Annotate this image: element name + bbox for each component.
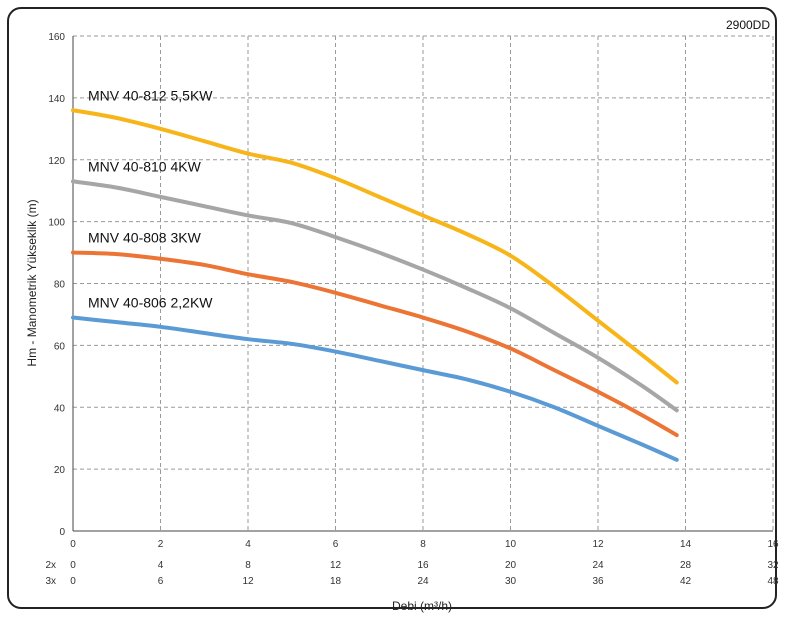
x-tick-label: 0 [70, 576, 76, 587]
x-tick-label: 48 [767, 576, 779, 587]
y-tick-label: 60 [54, 341, 66, 352]
speed-badge: 2900DD [726, 18, 770, 32]
x-tick-label: 24 [592, 560, 604, 571]
x-tick-label: 16 [417, 560, 429, 571]
x-tick-label: 14 [680, 539, 692, 550]
x-tick-label: 24 [417, 576, 429, 587]
series-label: MNV 40-810 4KW [88, 158, 202, 174]
series-line [71, 108, 679, 385]
series-line [71, 179, 679, 413]
x-row-multiplier-label: 2x [45, 560, 56, 571]
x-tick-label: 4 [158, 560, 164, 571]
x-tick-label: 16 [767, 539, 779, 550]
y-axis-title: Hm - Manometrik Yükseklik (m) [25, 199, 39, 366]
y-tick-label: 160 [48, 32, 65, 43]
x-tick-label: 12 [242, 576, 254, 587]
y-tick-label: 120 [48, 156, 65, 167]
x-tick-label: 0 [70, 539, 76, 550]
series-line [71, 250, 679, 438]
x-tick-label: 36 [592, 576, 604, 587]
series-label: MNV 40-812 5,5KW [88, 87, 213, 103]
x-tick-label: 20 [505, 560, 517, 571]
x-tick-label: 12 [592, 539, 604, 550]
x-tick-label: 32 [767, 560, 779, 571]
series-line [71, 315, 679, 462]
y-tick-label: 100 [48, 218, 65, 229]
series-labels: MNV 40-812 5,5KW MNV 40-810 4KW MNV 40-808… [88, 87, 213, 310]
x-tick-label: 10 [505, 539, 517, 550]
grid [73, 35, 774, 531]
x-tick-label: 12 [330, 560, 342, 571]
x-tick-label: 42 [680, 576, 692, 587]
x-tick-label: 28 [680, 560, 692, 571]
y-tick-labels: 0 20 40 60 80 100 120 140 160 [48, 32, 65, 538]
x-axis-title: Debi (m³/h) [392, 599, 452, 613]
x-tick-label: 18 [330, 576, 342, 587]
y-tick-label: 80 [54, 280, 66, 291]
series-label: MNV 40-806 2,2KW [88, 295, 213, 311]
x-tick-label: 8 [245, 560, 251, 571]
x-tick-label: 4 [245, 539, 251, 550]
x-tick-label: 8 [420, 539, 426, 550]
x-tick-label: 30 [505, 576, 517, 587]
y-tick-label: 0 [59, 527, 65, 538]
axes [72, 36, 773, 532]
x-row-multiplier-label: 3x [45, 576, 56, 587]
series-lines [71, 108, 679, 462]
x-tick-label: 6 [158, 576, 164, 587]
y-tick-label: 140 [48, 94, 65, 105]
x-tick-label: 2 [158, 539, 164, 550]
x-tick-label: 0 [70, 560, 76, 571]
series-label: MNV 40-808 3KW [88, 230, 202, 246]
y-tick-label: 40 [54, 403, 66, 414]
y-tick-label: 20 [54, 465, 66, 476]
x-tick-label: 6 [333, 539, 339, 550]
